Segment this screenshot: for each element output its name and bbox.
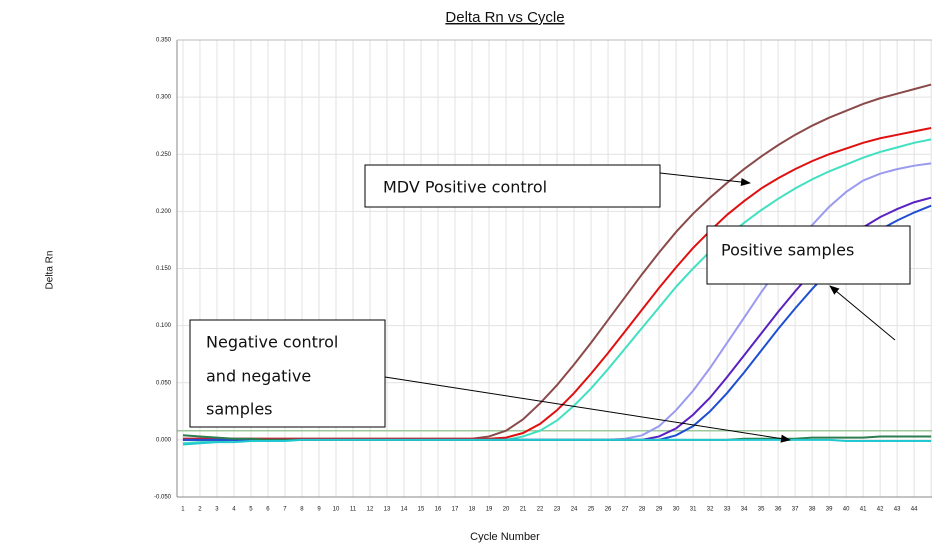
x-tick-label: 42 [877,507,884,513]
y-tick-label: 0.050 [156,380,172,386]
x-tick-label: 15 [418,507,425,513]
y-tick-label: 0.100 [156,323,172,329]
x-tick-label: 16 [435,507,442,513]
y-tick-label: 0.200 [156,209,172,215]
arrow [384,376,791,443]
x-tick-label: 37 [792,507,799,513]
x-tick-label: 43 [894,507,901,513]
y-tick-label: -0.050 [154,495,172,501]
y-axis-label: Delta Rn [45,251,56,290]
annotation-text: Positive samples [721,241,854,260]
x-tick-label: 38 [809,507,816,513]
x-tick-label: 19 [486,507,493,513]
x-tick-label: 7 [283,507,287,513]
x-tick-label: 41 [860,507,867,513]
x-tick-label: 11 [350,507,357,513]
x-tick-label: 24 [571,507,578,513]
x-tick-label: 26 [605,507,612,513]
x-tick-label: 13 [384,507,391,513]
x-tick-label: 28 [639,507,646,513]
annotation-mdv: MDV Positive control [364,164,751,208]
x-tick-label: 5 [249,507,253,513]
x-tick-label: 3 [215,507,219,513]
x-tick-label: 10 [333,507,340,513]
series-line [182,126,932,440]
x-tick-label: 17 [452,507,459,513]
x-tick-label: 27 [622,507,629,513]
y-tick-label: 0.300 [156,95,172,101]
x-tick-label: 4 [232,507,236,513]
x-tick-label: 34 [741,507,748,513]
x-tick-label: 44 [911,507,918,513]
arrow [659,172,751,186]
x-tick-label: 36 [775,507,782,513]
x-tick-label: 14 [401,507,408,513]
annotation-box [706,225,911,285]
y-tick-label: 0.150 [156,266,172,272]
annotation-box [189,319,386,428]
x-tick-label: 30 [673,507,680,513]
y-tick-label: 0.250 [156,152,172,158]
chart-title: Delta Rn vs Cycle [445,9,564,26]
series-line [182,438,932,446]
annotation-text: Negative control [206,333,338,352]
x-tick-label: 29 [656,507,663,513]
x-tick-label: 40 [843,507,850,513]
x-tick-label: 20 [503,507,510,513]
x-tick-label: 33 [724,507,731,513]
arrow [829,285,896,341]
annotation-negative: Negative control and negative samples [189,319,791,443]
x-tick-label: 35 [758,507,765,513]
x-tick-label: 32 [707,507,714,513]
x-tick-label: 25 [588,507,595,513]
x-tick-label: 31 [690,507,697,513]
x-tick-label: 1 [181,507,185,513]
x-tick-label: 39 [826,507,833,513]
x-axis-label: Cycle Number [470,531,540,543]
x-tick-label: 6 [266,507,270,513]
x-tick-label: 8 [300,507,304,513]
x-tick-label: 2 [198,507,202,513]
x-tick-label: 21 [520,507,527,513]
x-tick-label: 18 [469,507,476,513]
x-tick-label: 9 [317,507,321,513]
annotation-text: MDV Positive control [383,178,547,197]
x-tick-label: 22 [537,507,544,513]
annotation-text: and negative [206,367,311,386]
annotation-text: samples [206,400,273,419]
y-tick-label: 0.350 [156,38,172,44]
y-tick-label: 0.000 [156,437,172,443]
annotation-box [364,164,661,208]
annotation-positive: Positive samples [706,225,911,341]
x-tick-label: 23 [554,507,561,513]
x-tick-label: 12 [367,507,374,513]
